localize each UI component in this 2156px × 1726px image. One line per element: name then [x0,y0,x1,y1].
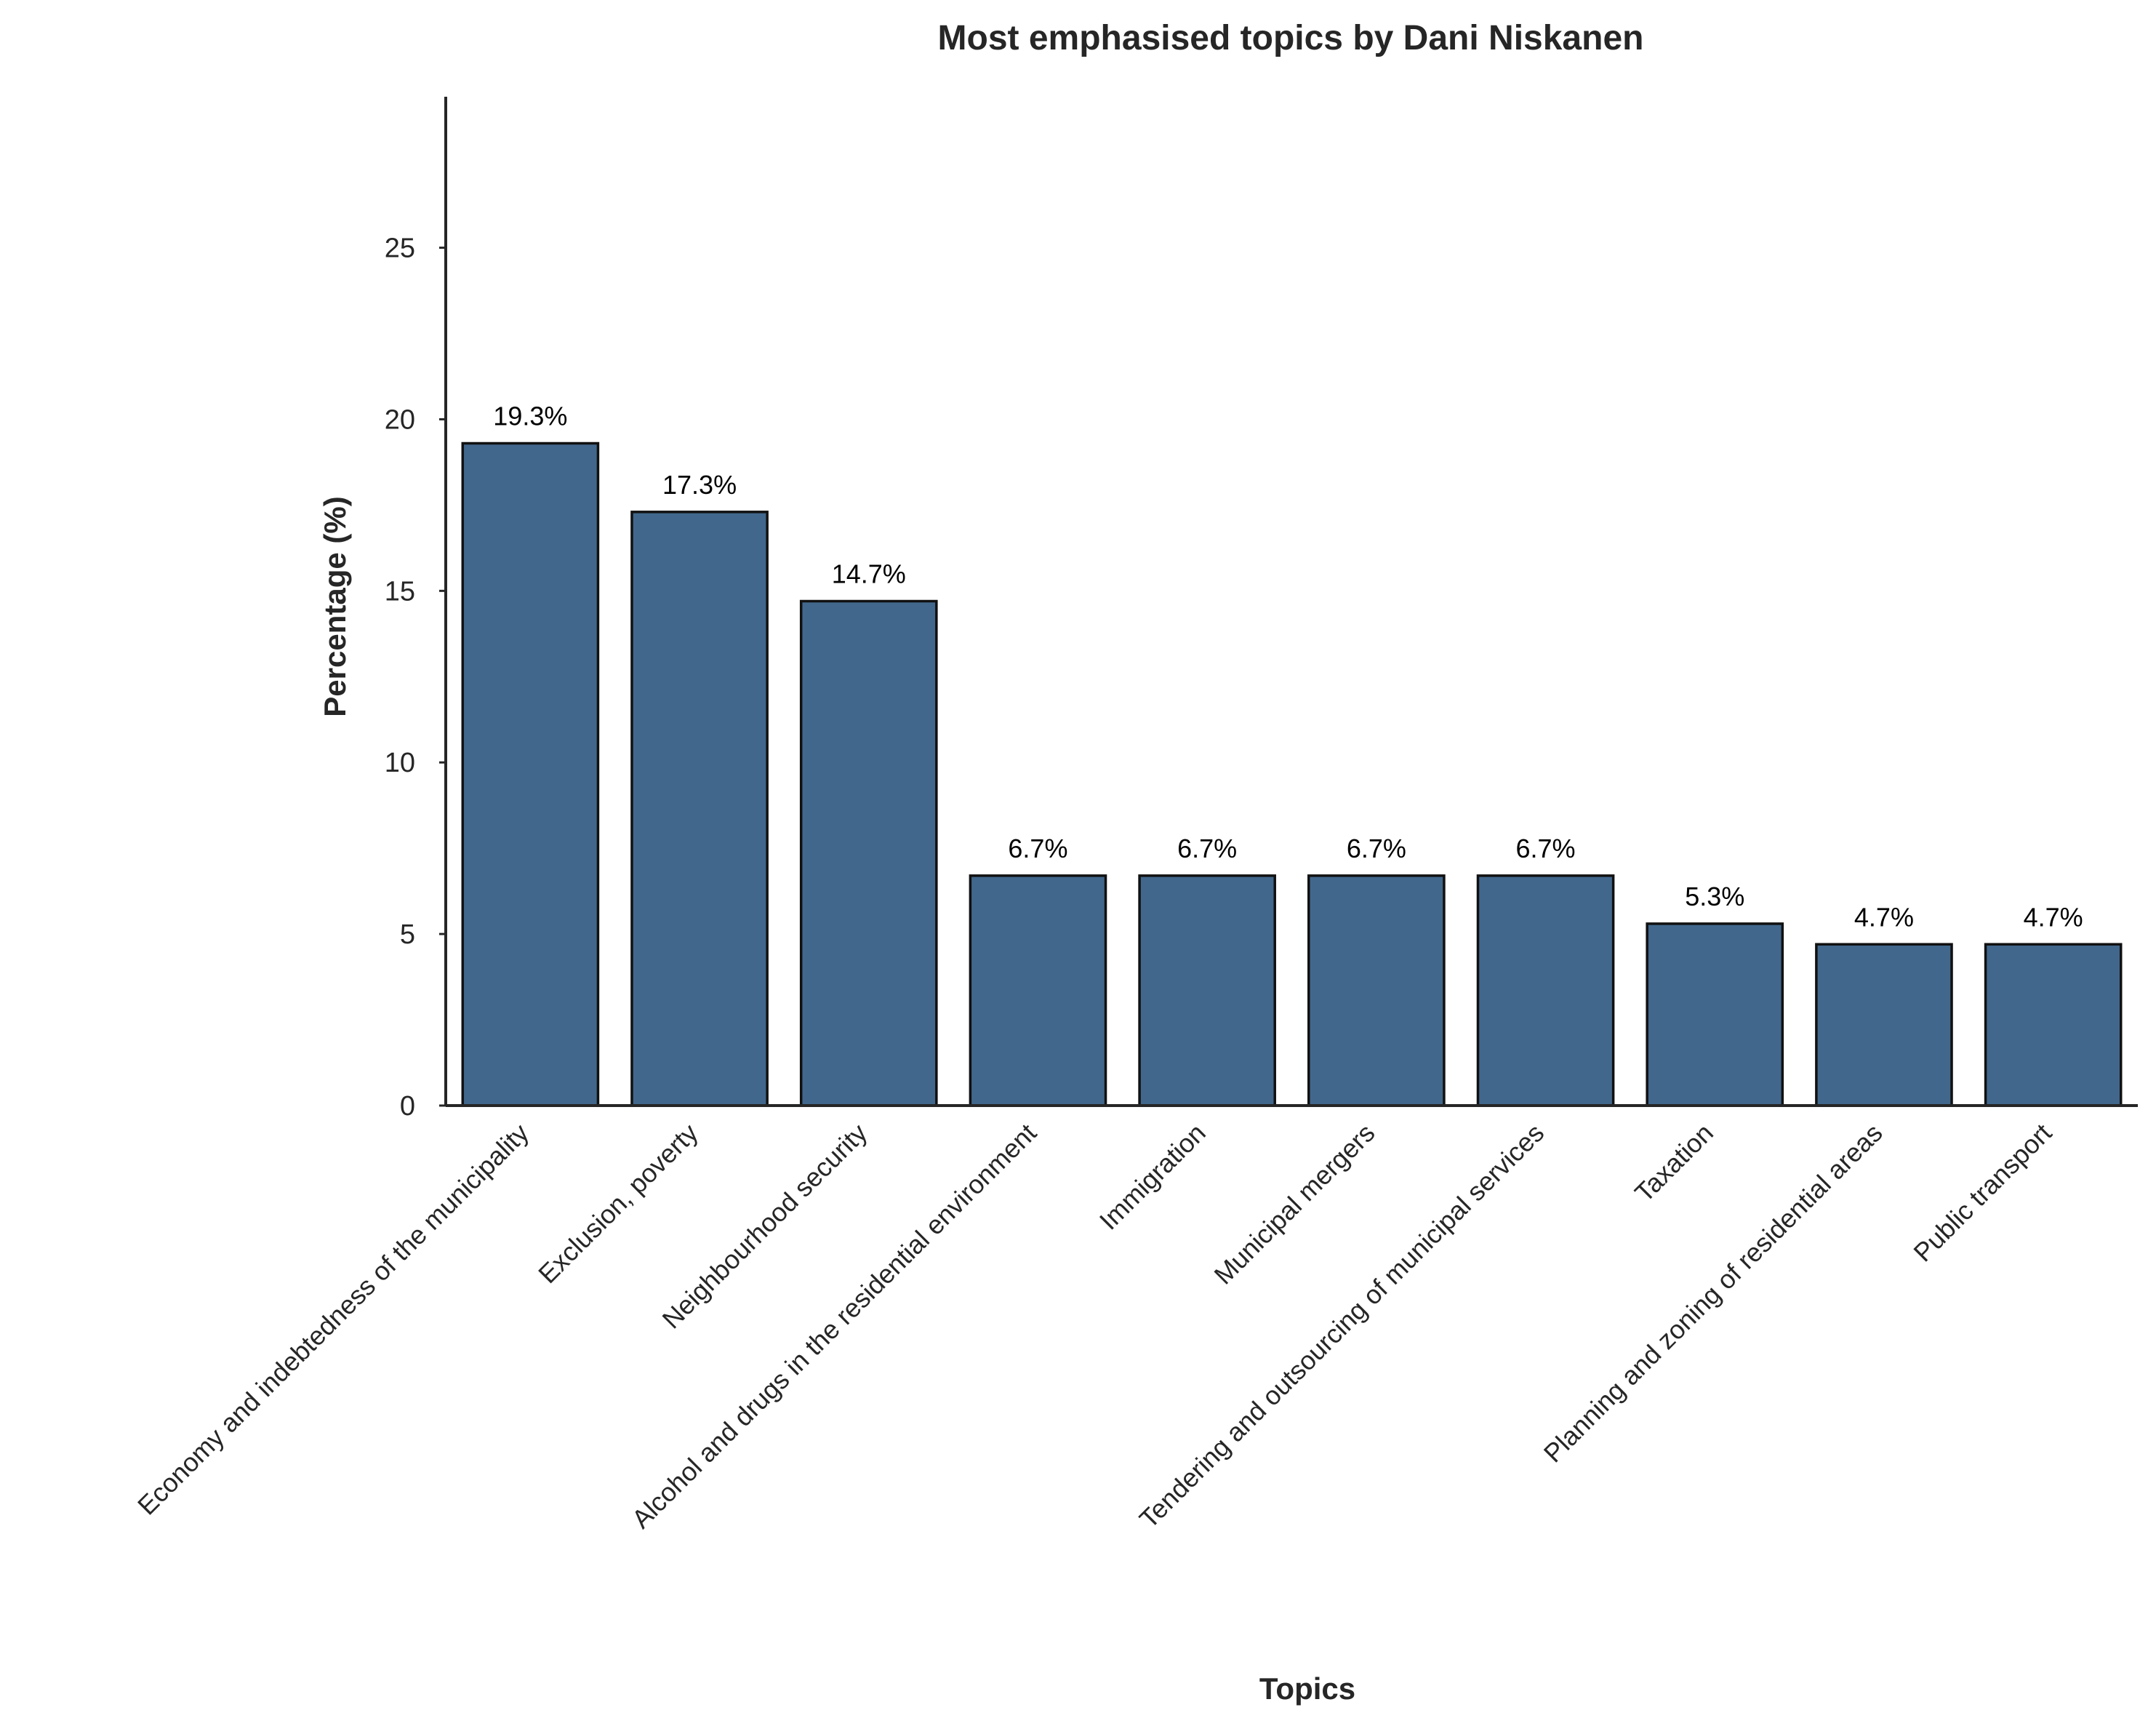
bar [461,442,600,1107]
bar [1307,874,1446,1107]
bar-value-label: 19.3% [493,401,567,431]
x-axis-ticks: Economy and indebtedness of the municipa… [132,1118,2057,1534]
bars-group [461,442,2123,1107]
x-tick-label: Tendering and outsourcing of municipal s… [1134,1118,1550,1534]
bar [1646,922,1784,1107]
bar [969,874,1107,1107]
bar [1815,943,1953,1107]
bar-value-label: 4.7% [1854,902,1914,932]
data-labels-group: 19.3% 17.3% 14.7% 6.7% 6.7% 6.7% 6.7% 5.3% 4.7% 4… [493,401,2083,932]
bar [630,511,769,1107]
y-tick-label: 0 [400,1091,415,1122]
bar-value-label: 4.7% [2024,902,2083,932]
x-tick-label: Municipal mergers [1209,1118,1381,1290]
bar-value-label: 5.3% [1685,882,1744,911]
bar-value-label: 6.7% [1177,834,1237,863]
x-tick-label: Planning and zoning of residential areas [1538,1118,1888,1469]
bar-value-label: 6.7% [1347,834,1406,863]
y-axis-title: Percentage (%) [318,496,352,716]
bar [799,599,938,1107]
bar-value-label: 17.3% [662,470,737,500]
y-tick-label: 20 [385,404,415,435]
chart-title: Most emphasised topics by Dani Niskanen [938,19,1644,57]
bar-value-label: 6.7% [1516,834,1576,863]
x-tick-label: Economy and indebtedness of the municipa… [132,1118,534,1521]
bar-value-label: 6.7% [1008,834,1067,863]
x-axis-title: Topics [1259,1671,1355,1706]
y-tick-label: 5 [400,919,415,950]
x-tick-label: Alcohol and drugs in the residential env… [626,1118,1042,1534]
y-tick-label: 25 [385,233,415,264]
x-tick-label: Public transport [1907,1118,2057,1268]
x-tick-label: Exclusion, poverty [532,1118,704,1290]
x-tick-label: Taxation [1629,1118,1719,1208]
bar [1984,943,2123,1107]
bar-value-label: 14.7% [832,559,906,589]
bar [1476,874,1615,1107]
bar [1138,874,1276,1107]
y-tick-label: 10 [385,748,415,778]
y-tick-label: 15 [385,576,415,607]
x-tick-label: Immigration [1094,1118,1211,1236]
y-axis-ticks: 0 5 10 15 20 25 [385,233,446,1122]
